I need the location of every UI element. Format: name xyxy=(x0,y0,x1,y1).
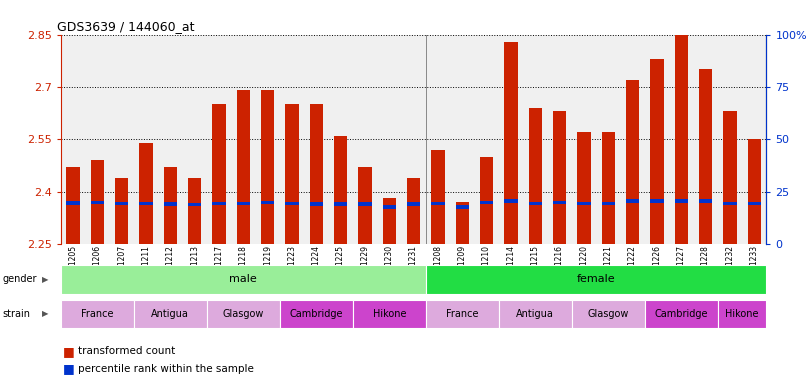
Bar xyxy=(699,199,712,203)
Bar xyxy=(280,300,353,328)
Bar xyxy=(748,139,761,244)
Bar xyxy=(529,202,542,205)
Bar xyxy=(748,202,761,205)
Bar xyxy=(91,160,104,244)
Bar xyxy=(499,300,572,328)
Bar xyxy=(383,199,396,244)
Bar xyxy=(285,202,298,205)
Text: Antigua: Antigua xyxy=(517,309,554,319)
Text: Cambridge: Cambridge xyxy=(654,309,708,319)
Bar xyxy=(383,205,396,209)
Bar xyxy=(261,200,274,204)
Text: GDS3639 / 144060_at: GDS3639 / 144060_at xyxy=(58,20,195,33)
Bar xyxy=(164,167,177,244)
Text: France: France xyxy=(81,309,114,319)
Bar xyxy=(164,202,177,206)
Bar xyxy=(134,300,207,328)
Bar xyxy=(699,70,712,244)
Text: female: female xyxy=(577,274,616,285)
Text: ■: ■ xyxy=(63,345,75,358)
Text: Glasgow: Glasgow xyxy=(222,309,264,319)
Bar xyxy=(212,104,225,244)
Text: gender: gender xyxy=(2,274,37,285)
Bar xyxy=(553,111,566,244)
Bar xyxy=(456,202,469,244)
Bar xyxy=(61,300,134,328)
Bar xyxy=(334,202,347,206)
Bar xyxy=(334,136,347,244)
Bar xyxy=(431,150,444,244)
Bar xyxy=(572,300,645,328)
Bar xyxy=(115,202,128,205)
Bar xyxy=(358,167,371,244)
Bar xyxy=(426,300,499,328)
Text: transformed count: transformed count xyxy=(78,346,175,356)
Bar xyxy=(67,201,79,205)
Bar xyxy=(723,111,736,244)
Bar xyxy=(91,200,104,204)
Bar xyxy=(358,202,371,206)
Bar xyxy=(577,132,590,244)
Text: male: male xyxy=(230,274,257,285)
Bar xyxy=(431,202,444,205)
Bar xyxy=(602,132,615,244)
Bar xyxy=(602,202,615,205)
Bar xyxy=(207,300,280,328)
Bar xyxy=(237,90,250,244)
Text: percentile rank within the sample: percentile rank within the sample xyxy=(78,364,254,374)
Bar xyxy=(645,300,718,328)
Bar xyxy=(529,108,542,244)
Bar xyxy=(407,202,420,206)
Text: strain: strain xyxy=(2,309,31,319)
Bar xyxy=(480,157,493,244)
Bar xyxy=(61,265,426,294)
Bar xyxy=(504,41,517,244)
Text: Antigua: Antigua xyxy=(152,309,189,319)
Bar xyxy=(675,28,688,244)
Text: Cambridge: Cambridge xyxy=(290,309,343,319)
Bar xyxy=(480,200,493,204)
Bar xyxy=(426,265,766,294)
Bar xyxy=(553,200,566,204)
Bar xyxy=(67,167,79,244)
Bar xyxy=(577,202,590,205)
Bar xyxy=(188,177,201,244)
Bar xyxy=(188,203,201,206)
Bar xyxy=(718,300,766,328)
Bar xyxy=(626,199,639,203)
Bar xyxy=(650,199,663,203)
Bar xyxy=(139,202,152,205)
Bar xyxy=(310,104,323,244)
Bar xyxy=(115,177,128,244)
Bar xyxy=(212,202,225,205)
Bar xyxy=(285,104,298,244)
Bar xyxy=(407,177,420,244)
Bar xyxy=(626,80,639,244)
Bar xyxy=(650,59,663,244)
Text: ■: ■ xyxy=(63,362,75,375)
Bar xyxy=(310,202,323,206)
Bar xyxy=(723,202,736,205)
Text: ▶: ▶ xyxy=(42,310,49,318)
Bar xyxy=(261,90,274,244)
Text: Glasgow: Glasgow xyxy=(587,309,629,319)
Bar xyxy=(353,300,426,328)
Text: France: France xyxy=(446,309,478,319)
Bar xyxy=(675,199,688,203)
Bar xyxy=(456,205,469,209)
Text: Hikone: Hikone xyxy=(725,309,759,319)
Bar xyxy=(139,143,152,244)
Bar xyxy=(504,199,517,203)
Text: Hikone: Hikone xyxy=(372,309,406,319)
Text: ▶: ▶ xyxy=(42,275,49,284)
Bar xyxy=(237,202,250,205)
